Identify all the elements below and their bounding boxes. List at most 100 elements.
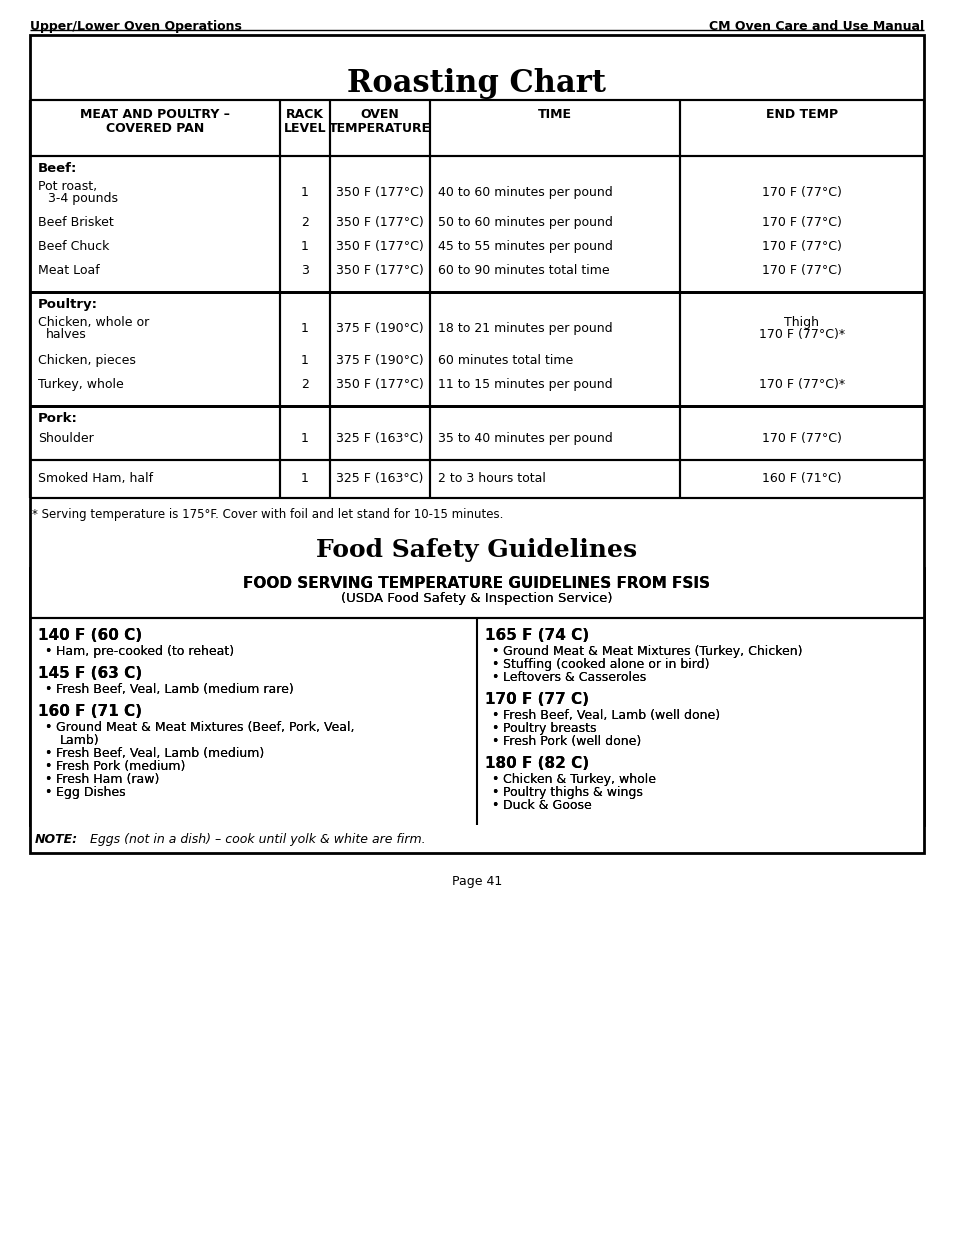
Text: END TEMP: END TEMP bbox=[765, 107, 837, 121]
Text: •: • bbox=[491, 799, 497, 811]
Text: •: • bbox=[44, 645, 51, 658]
Text: 1: 1 bbox=[301, 240, 309, 253]
Text: Beef Chuck: Beef Chuck bbox=[38, 240, 110, 253]
Text: •: • bbox=[491, 785, 497, 799]
Text: •: • bbox=[44, 760, 51, 773]
Text: 11 to 15 minutes per pound: 11 to 15 minutes per pound bbox=[437, 378, 612, 391]
Text: Fresh Pork (well done): Fresh Pork (well done) bbox=[502, 735, 640, 748]
Text: * Serving temperature is 175°F. Cover with foil and let stand for 10-15 minutes.: * Serving temperature is 175°F. Cover wi… bbox=[32, 508, 503, 521]
Text: (USDA Food Safety & Inspection Service): (USDA Food Safety & Inspection Service) bbox=[341, 592, 612, 605]
Bar bbox=[30, 100, 923, 156]
Text: •: • bbox=[44, 721, 51, 734]
Text: 50 to 60 minutes per pound: 50 to 60 minutes per pound bbox=[437, 216, 612, 228]
Text: Pork:: Pork: bbox=[38, 412, 78, 425]
Text: Meat Loaf: Meat Loaf bbox=[38, 264, 100, 277]
Text: •: • bbox=[44, 773, 51, 785]
Text: 350 F (177°C): 350 F (177°C) bbox=[335, 186, 423, 199]
Text: FOOD SERVING TEMPERATURE GUIDELINES FROM FSIS: FOOD SERVING TEMPERATURE GUIDELINES FROM… bbox=[243, 576, 710, 592]
Text: TEMPERATURE: TEMPERATURE bbox=[329, 122, 431, 135]
Text: •: • bbox=[491, 735, 497, 748]
Text: 40 to 60 minutes per pound: 40 to 60 minutes per pound bbox=[437, 186, 612, 199]
Text: Fresh Beef, Veal, Lamb (medium rare): Fresh Beef, Veal, Lamb (medium rare) bbox=[56, 683, 294, 697]
Text: •: • bbox=[44, 721, 51, 734]
Text: 140 F (60 C): 140 F (60 C) bbox=[38, 629, 142, 643]
Text: •: • bbox=[491, 773, 497, 785]
Text: •: • bbox=[491, 735, 497, 748]
Text: COVERED PAN: COVERED PAN bbox=[106, 122, 204, 135]
Text: Fresh Beef, Veal, Lamb (medium rare): Fresh Beef, Veal, Lamb (medium rare) bbox=[56, 683, 294, 697]
Text: 2: 2 bbox=[301, 378, 309, 391]
Text: 325 F (163°C): 325 F (163°C) bbox=[336, 432, 423, 445]
Text: 1: 1 bbox=[301, 472, 309, 485]
Text: Egg Dishes: Egg Dishes bbox=[56, 785, 126, 799]
Text: 45 to 55 minutes per pound: 45 to 55 minutes per pound bbox=[437, 240, 612, 253]
Text: •: • bbox=[491, 799, 497, 811]
Text: Fresh Ham (raw): Fresh Ham (raw) bbox=[56, 773, 159, 785]
Text: 170 F (77°C): 170 F (77°C) bbox=[761, 264, 841, 277]
Text: 3-4 pounds: 3-4 pounds bbox=[48, 191, 118, 205]
Text: Poultry thighs & wings: Poultry thighs & wings bbox=[502, 785, 642, 799]
Text: Ham, pre-cooked (to reheat): Ham, pre-cooked (to reheat) bbox=[56, 645, 233, 658]
Text: •: • bbox=[44, 785, 51, 799]
Text: 3: 3 bbox=[301, 264, 309, 277]
Text: •: • bbox=[491, 773, 497, 785]
Text: Duck & Goose: Duck & Goose bbox=[502, 799, 591, 811]
Text: •: • bbox=[491, 671, 497, 684]
Text: LEVEL: LEVEL bbox=[283, 122, 326, 135]
Text: Beef Brisket: Beef Brisket bbox=[38, 216, 113, 228]
Text: •: • bbox=[44, 785, 51, 799]
Text: Pot roast,: Pot roast, bbox=[38, 180, 97, 193]
Text: 170 F (77°C): 170 F (77°C) bbox=[761, 216, 841, 228]
Text: 2: 2 bbox=[301, 216, 309, 228]
Text: 35 to 40 minutes per pound: 35 to 40 minutes per pound bbox=[437, 432, 612, 445]
Text: 350 F (177°C): 350 F (177°C) bbox=[335, 378, 423, 391]
Text: 145 F (63 C): 145 F (63 C) bbox=[38, 666, 142, 680]
Text: 160 F (71 C): 160 F (71 C) bbox=[38, 704, 142, 719]
Text: Ham, pre-cooked (to reheat): Ham, pre-cooked (to reheat) bbox=[56, 645, 233, 658]
Text: Fresh Ham (raw): Fresh Ham (raw) bbox=[56, 773, 159, 785]
Text: Lamb): Lamb) bbox=[60, 734, 99, 747]
Text: Beef:: Beef: bbox=[38, 162, 77, 175]
Text: 1: 1 bbox=[301, 186, 309, 199]
Text: Stuffing (cooked alone or in bird): Stuffing (cooked alone or in bird) bbox=[502, 658, 709, 671]
Text: Ground Meat & Meat Mixtures (Beef, Pork, Veal,: Ground Meat & Meat Mixtures (Beef, Pork,… bbox=[56, 721, 355, 734]
Text: 170 F (77°C)*: 170 F (77°C)* bbox=[759, 329, 844, 341]
Text: •: • bbox=[491, 709, 497, 722]
Text: Leftovers & Casseroles: Leftovers & Casseroles bbox=[502, 671, 645, 684]
Text: •: • bbox=[491, 671, 497, 684]
Text: Poultry thighs & wings: Poultry thighs & wings bbox=[502, 785, 642, 799]
Text: 170 F (77°C): 170 F (77°C) bbox=[761, 186, 841, 199]
Text: 375 F (190°C): 375 F (190°C) bbox=[335, 322, 423, 335]
Text: CM Oven Care and Use Manual: CM Oven Care and Use Manual bbox=[708, 20, 923, 33]
Text: TIME: TIME bbox=[537, 107, 572, 121]
Bar bbox=[30, 568, 923, 825]
Text: 1: 1 bbox=[301, 354, 309, 367]
Text: Chicken, pieces: Chicken, pieces bbox=[38, 354, 135, 367]
Text: RACK: RACK bbox=[286, 107, 324, 121]
Text: •: • bbox=[44, 645, 51, 658]
Text: Duck & Goose: Duck & Goose bbox=[502, 799, 591, 811]
Text: Ground Meat & Meat Mixtures (Turkey, Chicken): Ground Meat & Meat Mixtures (Turkey, Chi… bbox=[502, 645, 801, 658]
Text: Chicken & Turkey, whole: Chicken & Turkey, whole bbox=[502, 773, 656, 785]
Bar bbox=[30, 35, 923, 853]
Text: 165 F (74 C): 165 F (74 C) bbox=[484, 629, 589, 643]
Text: Fresh Beef, Veal, Lamb (medium): Fresh Beef, Veal, Lamb (medium) bbox=[56, 747, 264, 760]
Text: 18 to 21 minutes per pound: 18 to 21 minutes per pound bbox=[437, 322, 612, 335]
Text: Fresh Pork (medium): Fresh Pork (medium) bbox=[56, 760, 185, 773]
Text: 170 F (77 C): 170 F (77 C) bbox=[484, 692, 588, 706]
Text: 165 F (74 C): 165 F (74 C) bbox=[484, 629, 589, 643]
Text: 170 F (77°C): 170 F (77°C) bbox=[761, 240, 841, 253]
Text: Poultry:: Poultry: bbox=[38, 298, 98, 311]
Text: 140 F (60 C): 140 F (60 C) bbox=[38, 629, 142, 643]
Text: •: • bbox=[44, 760, 51, 773]
Text: Egg Dishes: Egg Dishes bbox=[56, 785, 126, 799]
Text: •: • bbox=[44, 747, 51, 760]
Text: 350 F (177°C): 350 F (177°C) bbox=[335, 240, 423, 253]
Text: •: • bbox=[44, 773, 51, 785]
Text: Food Safety Guidelines: Food Safety Guidelines bbox=[316, 538, 637, 562]
Text: 160 F (71 C): 160 F (71 C) bbox=[38, 704, 142, 719]
Text: 350 F (177°C): 350 F (177°C) bbox=[335, 264, 423, 277]
Text: Stuffing (cooked alone or in bird): Stuffing (cooked alone or in bird) bbox=[502, 658, 709, 671]
Text: (USDA Food Safety & Inspection Service): (USDA Food Safety & Inspection Service) bbox=[341, 592, 612, 605]
Text: Fresh Pork (well done): Fresh Pork (well done) bbox=[502, 735, 640, 748]
